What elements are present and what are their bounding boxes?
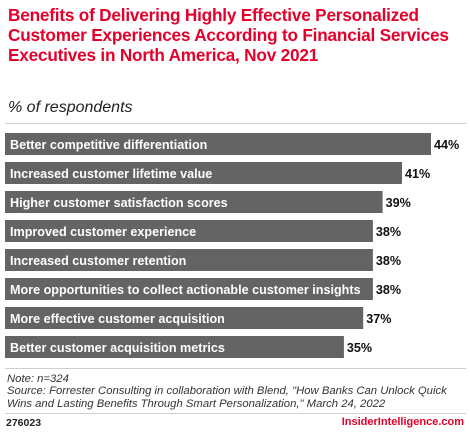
- bar-7: [5, 336, 344, 358]
- category-label-2: Higher customer satisfaction scores: [10, 196, 228, 210]
- footer-divider: [5, 413, 466, 414]
- bar-2: [5, 191, 383, 213]
- bar-3: [5, 220, 373, 242]
- value-label-5: 38%: [376, 283, 401, 297]
- category-label-7: Better customer acquisition metrics: [10, 341, 225, 355]
- value-label-1: 41%: [405, 167, 430, 181]
- bar-5: [5, 278, 373, 300]
- value-label-4: 38%: [376, 254, 401, 268]
- value-label-0: 44%: [434, 138, 459, 152]
- category-label-1: Increased customer lifetime value: [10, 167, 212, 181]
- chart-title: Benefits of Delivering Highly Effective …: [8, 5, 449, 65]
- value-label-7: 35%: [347, 341, 372, 355]
- bar-chart: Better competitive differentiation 44% Inc…: [5, 133, 459, 358]
- category-label-3: Improved customer experience: [10, 225, 196, 239]
- category-label-4: Increased customer retention: [10, 254, 186, 268]
- category-label-0: Better competitive differentiation: [10, 138, 207, 152]
- chart-id: 276023: [6, 417, 42, 429]
- bar-0: [5, 133, 431, 155]
- chart-subtitle: % of respondents: [8, 99, 133, 116]
- value-label-6: 37%: [366, 312, 391, 326]
- bar-6: [5, 307, 364, 329]
- bottom-divider: [5, 368, 466, 369]
- bar-4: [5, 249, 373, 271]
- top-divider: [5, 123, 466, 124]
- chart-source: Source: Forrester Consulting in collabor…: [7, 385, 447, 410]
- value-label-2: 39%: [386, 196, 411, 210]
- brand-link[interactable]: InsiderIntelligence.com: [341, 416, 464, 428]
- bar-1: [5, 162, 402, 184]
- chart-note: Note: n=324: [7, 373, 69, 385]
- category-label-6: More effective customer acquisition: [10, 312, 225, 326]
- category-label-5: More opportunities to collect actionable…: [10, 283, 361, 297]
- value-label-3: 38%: [376, 225, 401, 239]
